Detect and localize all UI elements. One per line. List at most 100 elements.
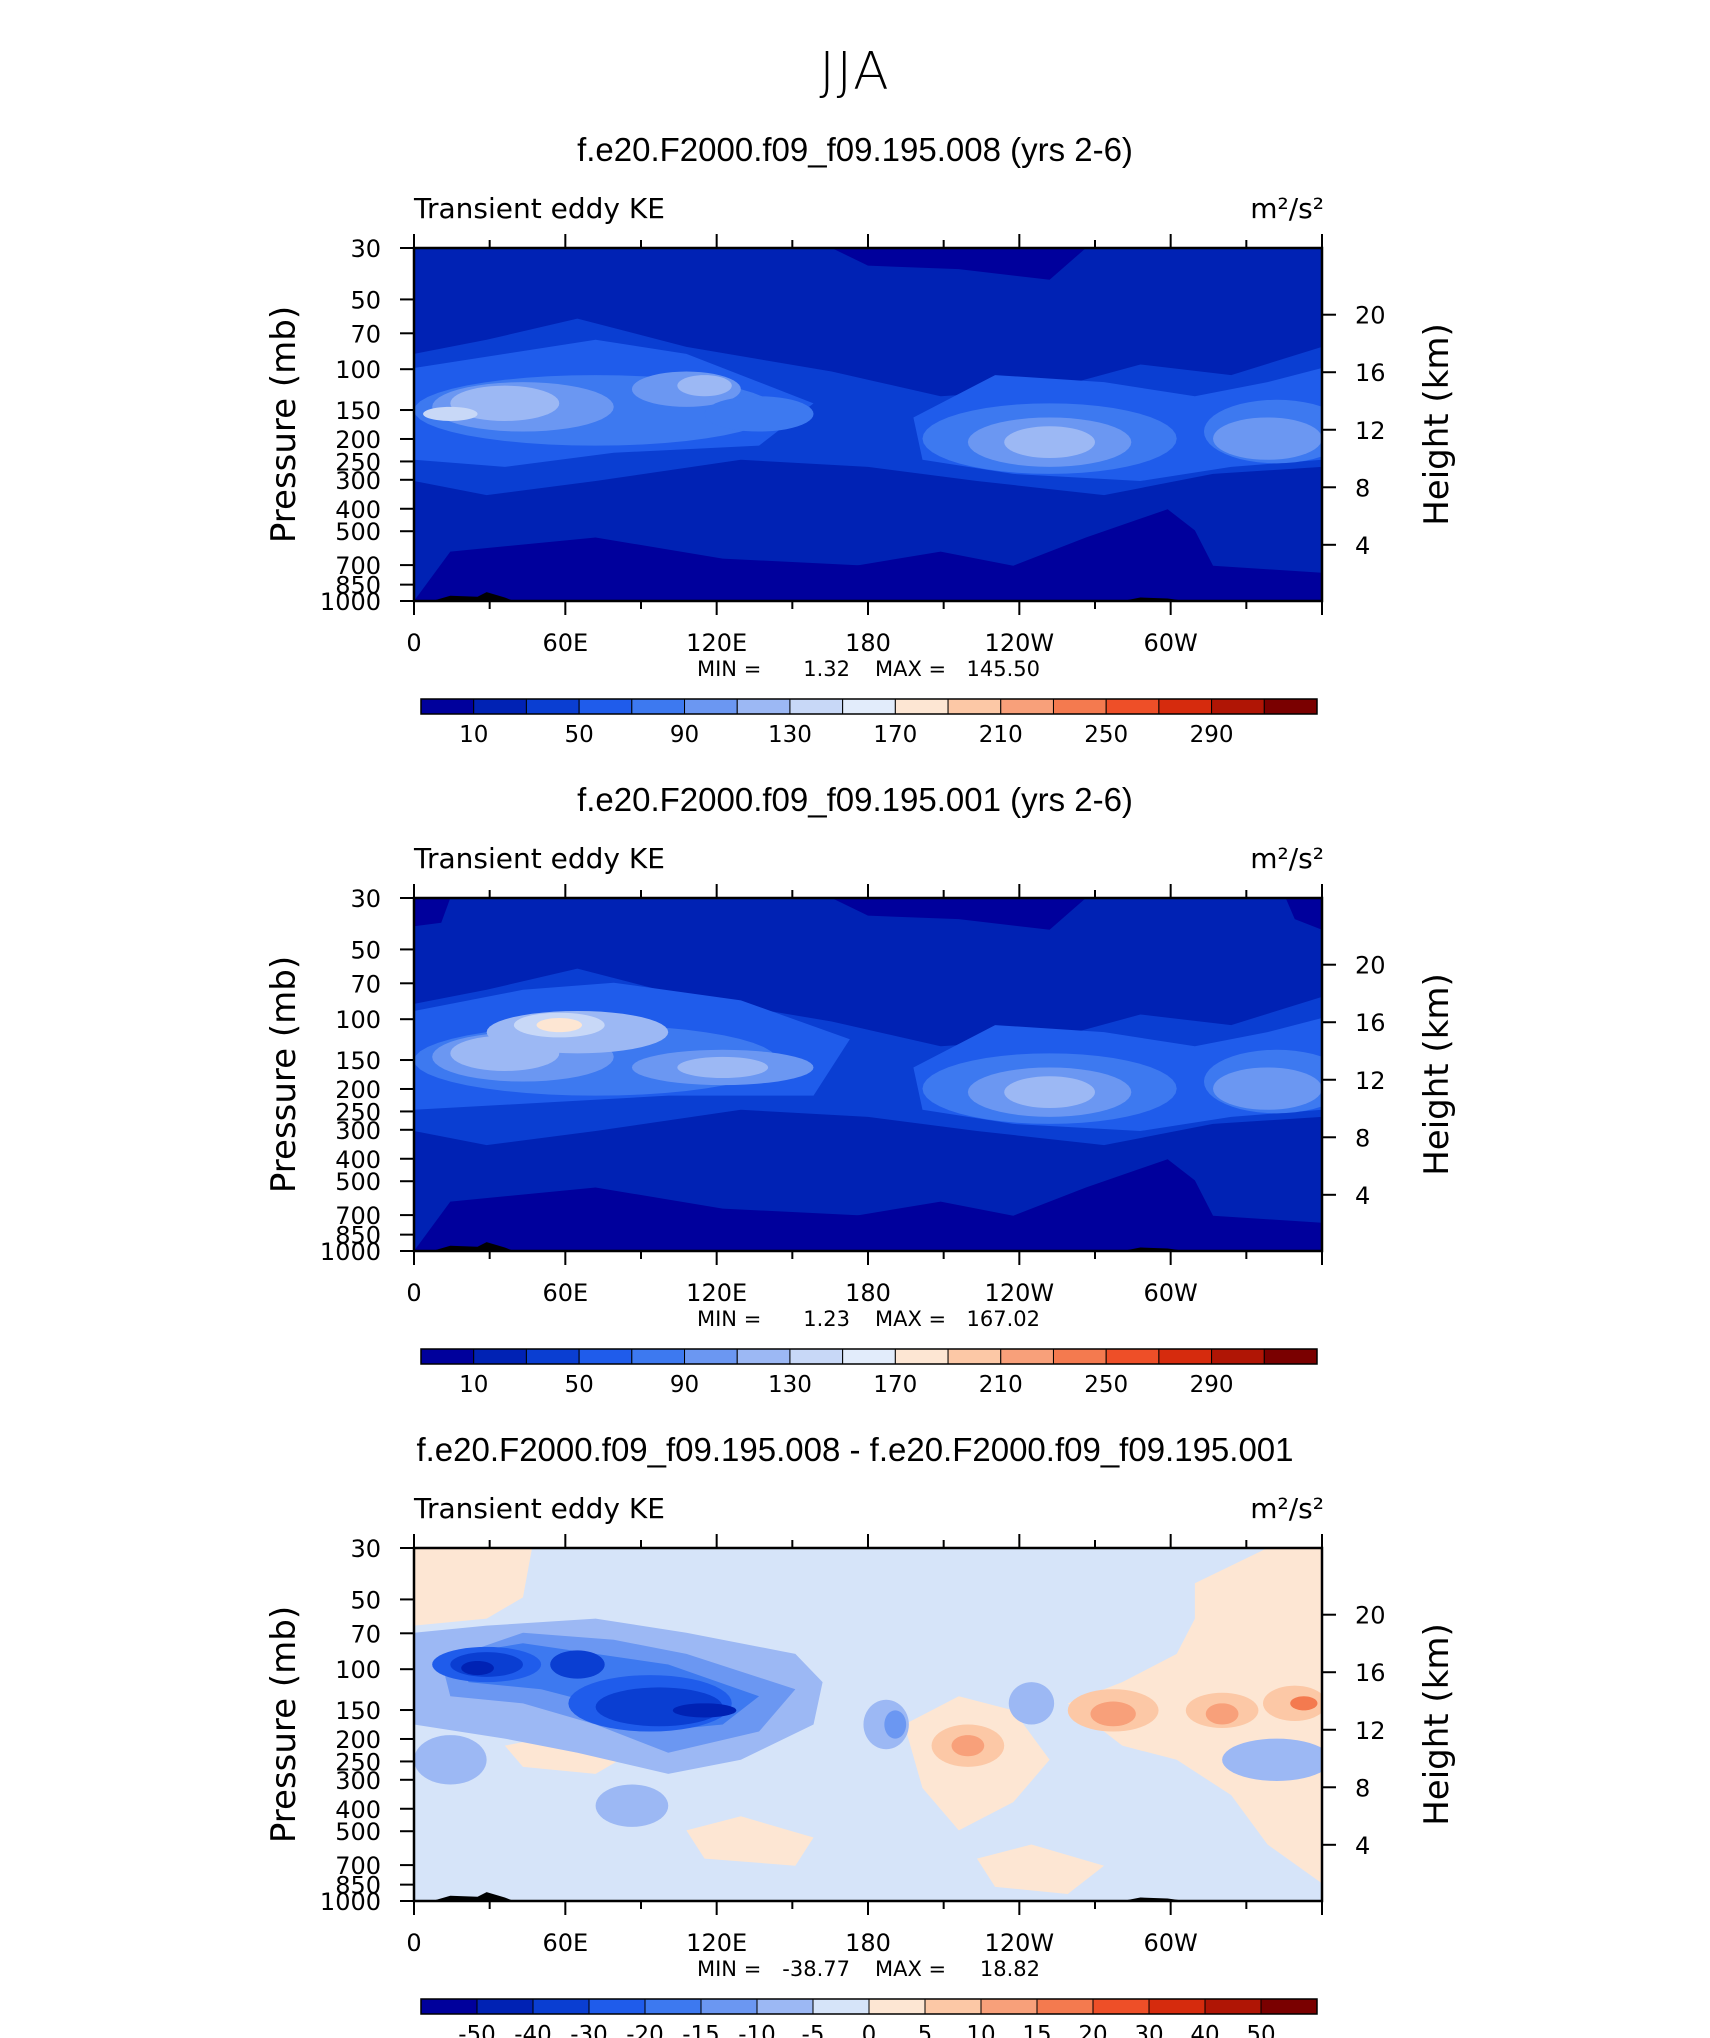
contour-region — [461, 1660, 494, 1676]
y-tick-label: 250 — [335, 448, 381, 476]
y-tick-label: 30 — [350, 1535, 381, 1563]
y-axis-title: Pressure (mb) — [264, 306, 304, 543]
topography — [432, 1892, 514, 1901]
panel-2: f.e20.F2000.f09_f09.195.001 (yrs 2-6) Tra… — [264, 781, 1457, 1398]
y-tick-label: 200 — [335, 1076, 381, 1104]
contour-region — [423, 406, 478, 421]
colorbar-box — [894, 698, 949, 715]
y-tick-label: 300 — [335, 1117, 381, 1145]
y-tick-label: 200 — [335, 426, 381, 454]
contour-region — [1290, 1696, 1318, 1711]
colorbar-label: 0 — [862, 2022, 877, 2038]
colorbar-label: 10 — [966, 2022, 995, 2038]
y-tick-label: 50 — [350, 286, 381, 314]
colorbar-label: -15 — [682, 2022, 720, 2038]
contour-region — [1213, 417, 1322, 460]
y-tick-label: 300 — [335, 1767, 381, 1795]
colorbar-box — [1036, 1998, 1094, 2015]
colorbar-box — [473, 1348, 527, 1365]
colorbar-box — [420, 1998, 478, 2015]
x-tick-label: 120W — [985, 1279, 1055, 1307]
colorbar-box — [578, 1348, 633, 1365]
min-label: MIN = — [697, 1957, 761, 1981]
contour-region — [414, 1548, 533, 1626]
panel-left-label: Transient eddy KE — [413, 192, 665, 225]
colorbar-box — [736, 1348, 791, 1365]
x-tick-label: 60E — [542, 1929, 588, 1957]
y-tick-label: 100 — [335, 1006, 381, 1034]
colorbar-box — [532, 1998, 590, 2015]
y-tick-label: 700 — [335, 552, 381, 580]
y2-tick-label: 12 — [1355, 417, 1386, 445]
colorbar-label: 210 — [979, 1372, 1023, 1398]
max-label: MAX = — [875, 1957, 946, 1981]
colorbar-label: 130 — [768, 722, 812, 748]
topography — [432, 1242, 514, 1251]
contour-region — [795, 1159, 1322, 1251]
x-tick-label: 0 — [406, 1929, 421, 1957]
max-value: 18.82 — [980, 1957, 1040, 1981]
min-value: 1.32 — [803, 657, 850, 681]
contour-region — [1222, 1738, 1322, 1781]
colorbar-label: 90 — [670, 722, 699, 748]
y-tick-label: 1000 — [320, 1238, 381, 1266]
y-tick-label: 850 — [335, 572, 381, 600]
colorbar-box — [842, 698, 896, 715]
y2-tick-label: 16 — [1355, 359, 1386, 387]
panel-title: f.e20.F2000.f09_f09.195.008 - f.e20.F200… — [416, 1431, 1293, 1468]
y2-tick-label: 4 — [1355, 532, 1370, 560]
colorbar-box — [1105, 1348, 1160, 1365]
contour-field — [414, 898, 1322, 1251]
y-tick-label: 150 — [335, 397, 381, 425]
contour-region — [951, 1735, 985, 1757]
y2-tick-label: 4 — [1355, 1832, 1370, 1860]
contour-region — [677, 1056, 769, 1079]
y2-tick-label: 12 — [1355, 1067, 1386, 1095]
contour-region — [831, 248, 1086, 280]
colorbar-box — [588, 1998, 646, 2015]
y-tick-label: 300 — [335, 467, 381, 495]
max-label: MAX = — [875, 1307, 946, 1331]
colorbar-label: 170 — [873, 722, 917, 748]
colorbar-label: 50 — [1246, 2022, 1275, 2038]
contour-field — [414, 1548, 1322, 1901]
colorbar-box — [789, 1348, 844, 1365]
contour-region — [414, 1187, 868, 1251]
colorbar-box — [684, 1348, 738, 1365]
y-axis-title: Pressure (mb) — [264, 956, 304, 1193]
colorbar-box — [980, 1998, 1038, 2015]
colorbar-box — [1211, 698, 1265, 715]
contour-region — [1213, 1067, 1322, 1110]
colorbar-box — [420, 698, 475, 715]
panel-title: f.e20.F2000.f09_f09.195.001 (yrs 2-6) — [577, 781, 1133, 818]
min-label: MIN = — [697, 657, 761, 681]
colorbar-box — [1000, 698, 1054, 715]
colorbar-box — [1263, 698, 1318, 715]
y-tick-label: 1000 — [320, 1888, 381, 1916]
panel-1: f.e20.F2000.f09_f09.195.008 (yrs 2-6) Tra… — [264, 131, 1457, 748]
contour-region — [536, 1018, 582, 1033]
min-label: MIN = — [697, 1307, 761, 1331]
min-value: 1.23 — [803, 1307, 850, 1331]
y-tick-label: 30 — [350, 885, 381, 913]
x-tick-label: 60E — [542, 629, 588, 657]
colorbar-label: 50 — [564, 722, 593, 748]
contour-region — [831, 898, 1086, 930]
y-tick-label: 100 — [335, 1656, 381, 1684]
colorbar-label: 10 — [459, 1372, 488, 1398]
x-tick-label: 180 — [845, 1279, 891, 1307]
colorbar-box — [868, 1998, 926, 2015]
y-tick-label: 70 — [350, 320, 381, 348]
colorbar-label: 250 — [1084, 722, 1128, 748]
contour-region — [450, 385, 560, 421]
x-tick-label: 60W — [1144, 1279, 1198, 1307]
colorbar-label: 210 — [979, 722, 1023, 748]
contour-region — [677, 375, 732, 397]
colorbar-box — [631, 1348, 686, 1365]
colorbar-box — [644, 1998, 702, 2015]
y-tick-label: 400 — [335, 496, 381, 524]
contour-region — [414, 898, 451, 927]
colorbar-label: -5 — [802, 2022, 825, 2038]
y-tick-label: 500 — [335, 1168, 381, 1196]
